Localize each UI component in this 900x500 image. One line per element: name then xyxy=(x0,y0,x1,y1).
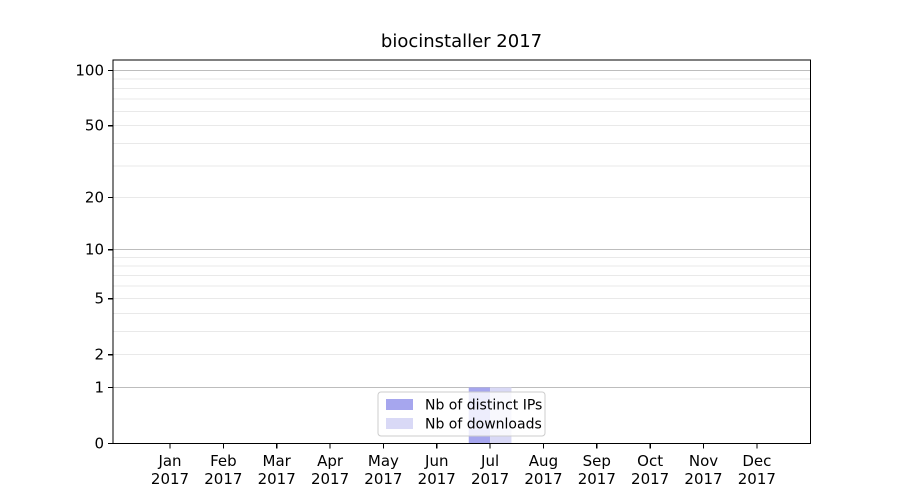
x-tick-label: Aug 2017 xyxy=(524,452,562,488)
y-tick-label: 50 xyxy=(85,117,104,135)
x-tick-label: Sep 2017 xyxy=(578,452,616,488)
x-tick-label: Apr 2017 xyxy=(311,452,349,488)
x-tick-label: Jan 2017 xyxy=(151,452,189,488)
legend-label-nb-of-downloads: Nb of downloads xyxy=(425,417,542,433)
legend-swatch-nb-of-downloads xyxy=(386,418,413,429)
x-tick-label: Oct 2017 xyxy=(631,452,669,488)
x-tick-label: Nov 2017 xyxy=(684,452,722,488)
x-tick-label: Mar 2017 xyxy=(258,452,296,488)
x-tick-label: Dec 2017 xyxy=(738,452,776,488)
x-tick-label: Jun 2017 xyxy=(418,452,456,488)
y-tick-label: 20 xyxy=(85,188,104,206)
x-tick-label: May 2017 xyxy=(364,452,402,488)
y-tick-label: 100 xyxy=(75,61,104,79)
y-tick-label: 2 xyxy=(94,346,104,364)
y-tick-label: 1 xyxy=(94,378,104,396)
y-tick-label: 10 xyxy=(85,241,104,259)
legend-swatch-nb-of-distinct-ips xyxy=(386,399,413,410)
y-tick-label: 5 xyxy=(94,290,104,308)
legend-box xyxy=(377,391,546,437)
x-tick-label: Feb 2017 xyxy=(204,452,242,488)
x-tick-label: Jul 2017 xyxy=(471,452,509,488)
plot-frame xyxy=(112,59,812,445)
y-tick-label: 0 xyxy=(94,435,104,453)
chart-title: biocinstaller 2017 xyxy=(380,31,543,52)
legend-label-nb-of-distinct-ips: Nb of distinct IPs xyxy=(425,398,542,414)
